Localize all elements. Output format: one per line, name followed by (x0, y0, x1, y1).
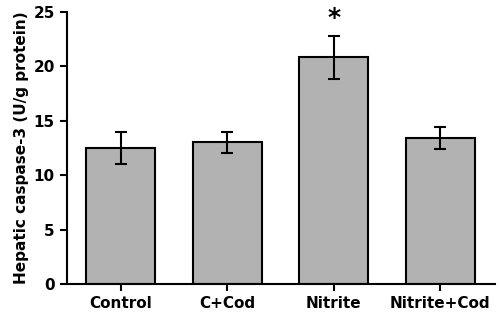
Bar (299, 57, 368, 284)
Y-axis label: Hepatic caspase-3 (U/g protein): Hepatic caspase-3 (U/g protein) (14, 12, 29, 284)
Bar (406, 138, 475, 284)
Bar (192, 142, 262, 284)
Bar (86, 148, 156, 284)
Text: *: * (327, 6, 340, 30)
